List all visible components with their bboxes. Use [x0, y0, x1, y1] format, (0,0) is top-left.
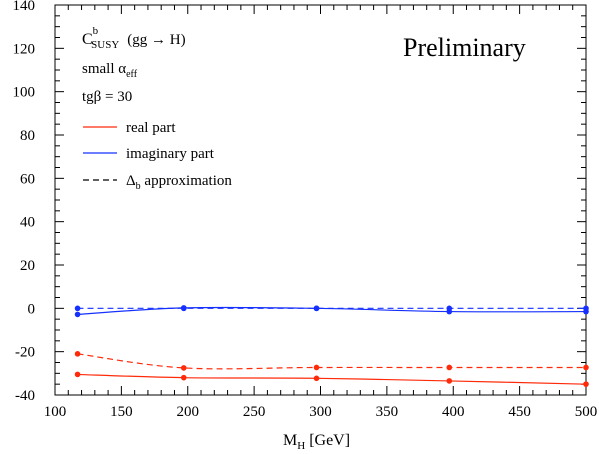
- x-axis-label: MH [GeV]: [283, 432, 350, 452]
- data-point: [446, 305, 453, 312]
- x-tick-label: 500: [575, 404, 598, 420]
- legend-label-imaginary: imaginary part: [126, 146, 215, 162]
- legend-label-real: real part: [126, 120, 176, 136]
- scenario-label: small αeff: [82, 61, 138, 80]
- y-tick-label: 120: [13, 41, 36, 57]
- legend-label-approx: Δb approximation: [126, 173, 232, 192]
- legend-entry-imaginary: imaginary part: [83, 146, 215, 162]
- data-point: [446, 378, 453, 384]
- data-point: [74, 311, 81, 318]
- y-tick-label: 80: [20, 128, 35, 144]
- x-tick-label: 200: [177, 404, 200, 420]
- y-tick-label: 0: [28, 301, 36, 317]
- series-line: [77, 353, 586, 370]
- data-point: [180, 374, 187, 381]
- data-point: [74, 371, 81, 378]
- quantity-label: Cb SUSY (gg → H): [82, 25, 186, 51]
- data-point: [583, 305, 589, 312]
- tgbeta-label: tgβ = 30: [82, 89, 132, 105]
- plot-frame: [54, 4, 587, 396]
- data-point: [583, 364, 589, 371]
- y-tick-labels: -40 -20 0 20 40 60 80 100 120 140: [13, 0, 36, 404]
- y-tick-label: 140: [13, 0, 36, 14]
- legend-entry-real: real part: [83, 120, 176, 136]
- legend-entry-approx: Δb approximation: [83, 173, 232, 192]
- axis-ticks: [54, 4, 587, 396]
- x-tick-label: 300: [309, 404, 332, 420]
- x-tick-label: 450: [508, 404, 531, 420]
- x-tick-label: 250: [243, 404, 266, 420]
- x-tick-label: 350: [376, 404, 399, 420]
- x-tick-label: 150: [110, 404, 133, 420]
- y-tick-label: 40: [20, 215, 35, 231]
- y-tick-label: 20: [20, 258, 35, 274]
- preliminary-label: Preliminary: [403, 33, 526, 62]
- data-point: [180, 365, 187, 371]
- data-point: [446, 364, 453, 371]
- data-point: [313, 375, 320, 382]
- data-point: [313, 364, 320, 371]
- data-point: [313, 305, 320, 312]
- data-point: [180, 305, 187, 312]
- data-point: [583, 381, 589, 387]
- x-tick-labels: 100 150 200 250 300 350 400 450 500: [44, 404, 598, 420]
- y-tick-label: -40: [15, 388, 35, 404]
- series-line: [77, 373, 587, 385]
- data-point: [74, 305, 81, 312]
- y-tick-label: -20: [15, 345, 35, 361]
- x-tick-label: 400: [442, 404, 465, 420]
- series-layer: [74, 305, 589, 387]
- data-point: [74, 351, 81, 357]
- y-tick-label: 100: [13, 85, 36, 101]
- y-tick-label: 60: [20, 171, 35, 187]
- x-tick-label: 100: [44, 404, 67, 420]
- legend: real part imaginary part Δb approximatio…: [83, 120, 232, 192]
